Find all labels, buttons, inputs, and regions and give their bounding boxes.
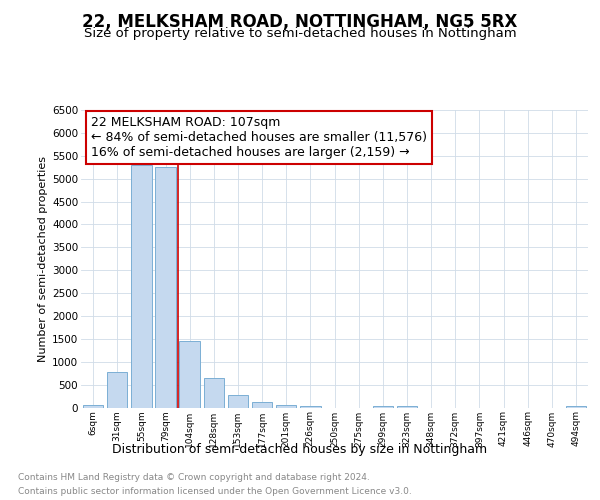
Bar <box>566 406 586 407</box>
Text: Contains public sector information licensed under the Open Government Licence v3: Contains public sector information licen… <box>18 488 412 496</box>
Bar <box>252 402 272 407</box>
Y-axis label: Number of semi-detached properties: Number of semi-detached properties <box>38 156 48 362</box>
Bar <box>397 406 417 407</box>
Bar <box>203 378 224 408</box>
Text: Size of property relative to semi-detached houses in Nottingham: Size of property relative to semi-detach… <box>83 28 517 40</box>
Bar <box>373 406 393 407</box>
Bar <box>227 394 248 407</box>
Bar <box>300 406 320 407</box>
Bar <box>131 165 152 408</box>
Text: Contains HM Land Registry data © Crown copyright and database right 2024.: Contains HM Land Registry data © Crown c… <box>18 472 370 482</box>
Text: Distribution of semi-detached houses by size in Nottingham: Distribution of semi-detached houses by … <box>112 442 488 456</box>
Bar <box>155 167 176 408</box>
Bar <box>107 372 127 408</box>
Bar <box>83 405 103 407</box>
Text: 22 MELKSHAM ROAD: 107sqm
← 84% of semi-detached houses are smaller (11,576)
16% : 22 MELKSHAM ROAD: 107sqm ← 84% of semi-d… <box>91 116 427 159</box>
Bar <box>276 405 296 407</box>
Bar <box>179 341 200 407</box>
Text: 22, MELKSHAM ROAD, NOTTINGHAM, NG5 5RX: 22, MELKSHAM ROAD, NOTTINGHAM, NG5 5RX <box>82 12 518 30</box>
